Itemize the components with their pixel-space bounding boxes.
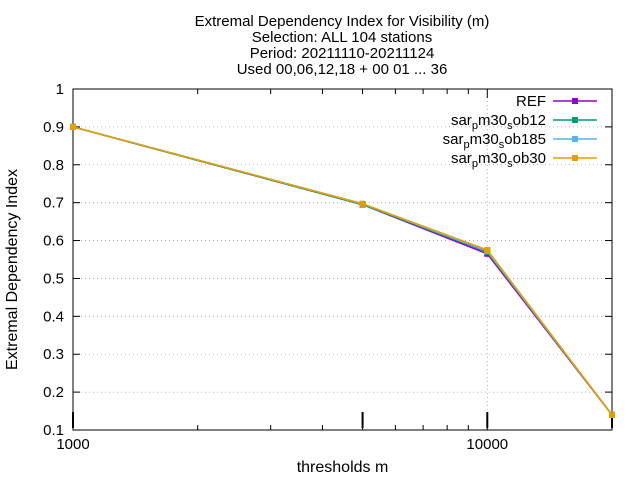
legend-label: sarpm30sob12 (451, 112, 546, 132)
legend-swatch-marker (572, 117, 578, 123)
legend-entry-sar_pm30_sob12: sarpm30sob12 (451, 112, 597, 132)
y-tick-label: 0.7 (43, 195, 64, 212)
data-point (70, 123, 76, 130)
title-line-4: Used 00,06,12,18 + 00 01 ... 36 (237, 61, 448, 78)
legend-entry-sar_pm30_sob185: sarpm30sob185 (443, 131, 597, 151)
legend-label: sarpm30sob185 (443, 131, 546, 151)
series-REF (70, 123, 615, 418)
data-point (609, 411, 615, 418)
x-tick-label: 1000 (56, 436, 89, 453)
series-sar_pm30_sob12 (70, 123, 615, 418)
y-tick-label: 0.6 (43, 233, 64, 250)
grid (73, 89, 612, 430)
plot-frame (72, 88, 613, 431)
x-tick-label: 10000 (466, 436, 508, 453)
series-sar_pm30_sob30 (70, 123, 615, 418)
title-line-2: Selection: ALL 104 stations (252, 29, 432, 46)
series-line (72, 126, 613, 416)
data-point (359, 200, 366, 207)
y-axis-ticks: 0.1 0.2 0.3 0.4 0.5 0.6 0.7 0.8 0.9 1 (43, 81, 612, 439)
chart-title: Extremal Dependency Index for Visibility… (195, 13, 490, 78)
series-line (72, 126, 613, 416)
legend-entry-REF: REF (516, 93, 597, 110)
y-tick-label: 0.1 (43, 422, 64, 439)
title-line-3: Period: 20211110-20211124 (250, 45, 435, 62)
legend-swatch-marker (572, 136, 578, 142)
legend-swatch-marker (572, 155, 578, 161)
series-lines (70, 123, 615, 418)
y-tick-label: 0.5 (43, 270, 64, 287)
series-line (72, 126, 613, 416)
y-tick-label: 0.3 (43, 346, 64, 363)
y-tick-label: 0.2 (43, 384, 64, 401)
series-line (72, 126, 613, 416)
series-sar_pm30_sob185 (70, 123, 615, 418)
y-tick-label: 0.9 (43, 119, 64, 136)
y-tick-label: 1 (56, 81, 64, 98)
data-point (484, 247, 491, 254)
y-axis-label: Extremal Dependency Index (4, 169, 21, 370)
x-axis-label: thresholds m (297, 459, 389, 476)
y-tick-label: 0.8 (43, 157, 64, 174)
legend-label: sarpm30sob30 (451, 150, 546, 170)
legend-label: REF (516, 93, 546, 110)
y-tick-label: 0.4 (43, 308, 64, 325)
legend-swatch-marker (572, 98, 578, 104)
sample-markers (72, 412, 613, 428)
title-line-1: Extremal Dependency Index for Visibility… (195, 13, 490, 30)
legend-entry-sar_pm30_sob30: sarpm30sob30 (451, 150, 597, 170)
